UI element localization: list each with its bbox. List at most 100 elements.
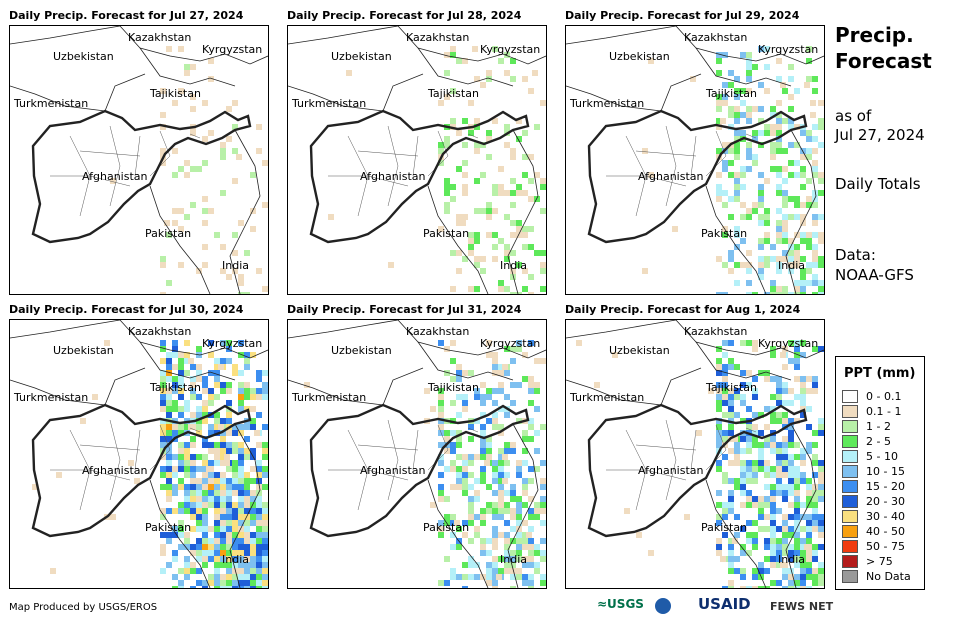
precip-cell: [262, 388, 268, 394]
precip-cell: [540, 484, 546, 490]
province-boundary: [50, 175, 131, 187]
precip-cell: [492, 352, 498, 358]
precip-cell: [172, 100, 178, 106]
precip-cell: [504, 538, 510, 544]
precip-cell: [166, 376, 172, 382]
precip-cell: [474, 76, 480, 82]
country-label-kazakhstan: Kazakhstan: [684, 325, 748, 338]
precip-cell: [746, 52, 752, 58]
precip-cell: [800, 400, 806, 406]
precip-cell: [722, 292, 728, 294]
precip-cell: [528, 586, 534, 588]
precip-cell: [184, 370, 190, 376]
precip-cell: [196, 364, 202, 370]
precip-cell: [444, 496, 450, 502]
precip-cell: [438, 226, 444, 232]
precip-cell: [770, 256, 776, 262]
country-border: [382, 73, 424, 112]
precip-cell: [438, 532, 444, 538]
precip-cell: [474, 232, 480, 238]
precip-cell: [532, 70, 538, 76]
precip-cell: [800, 274, 806, 280]
precip-cell: [504, 70, 510, 76]
precip-cell: [196, 370, 202, 376]
precip-cell: [534, 388, 540, 394]
precip-cell: [184, 538, 190, 544]
precip-cell: [468, 232, 474, 238]
country-border: [660, 367, 702, 406]
precip-cell: [782, 550, 788, 556]
precip-cell: [462, 532, 468, 538]
precip-cell: [438, 424, 444, 430]
precip-cell: [172, 406, 178, 412]
precip-cell: [770, 124, 776, 130]
precip-cell: [492, 568, 498, 574]
legend-item: 1 - 2: [842, 419, 891, 433]
precip-cell: [502, 478, 508, 484]
precip-cell: [444, 94, 450, 100]
precip-cell: [752, 412, 758, 418]
precip-cell: [794, 292, 800, 294]
precip-cell: [238, 340, 244, 346]
legend-item: No Data: [842, 569, 911, 583]
afghanistan-border: [309, 109, 530, 244]
precip-cell: [196, 526, 202, 532]
precip-cell: [782, 388, 788, 394]
precip-cell: [540, 358, 546, 364]
precip-cell: [238, 496, 244, 502]
country-label-pakistan: Pakistan: [145, 521, 192, 534]
country-border: [507, 129, 539, 294]
precip-cell: [818, 172, 824, 178]
precip-cell: [232, 586, 238, 588]
precip-cell: [262, 520, 268, 526]
precip-cell: [818, 256, 824, 262]
precip-cell: [474, 394, 480, 400]
precip-cell: [794, 376, 800, 382]
precip-cell: [746, 532, 752, 538]
precip-cell: [214, 556, 220, 562]
precip-cell: [776, 376, 782, 382]
legend-item: 20 - 30: [842, 494, 905, 508]
precip-cell: [184, 502, 190, 508]
precip-cell: [740, 526, 746, 532]
precip-cell: [214, 424, 220, 430]
precip-cell: [232, 472, 238, 478]
precip-cell: [498, 478, 504, 484]
precip-cell: [172, 220, 178, 226]
precip-cell: [468, 460, 474, 466]
precip-cell: [462, 256, 468, 262]
precip-cell: [438, 472, 444, 478]
province-boundary: [745, 133, 757, 139]
precip-cell: [818, 526, 824, 532]
country-border: [229, 129, 261, 294]
precip-cell: [468, 496, 474, 502]
precip-cell: [438, 490, 444, 496]
precip-cell: [516, 226, 522, 232]
country-label-kyrgyzstan: Kyrgyzstan: [758, 337, 819, 350]
precip-cell: [474, 148, 480, 154]
precip-cell: [232, 526, 238, 532]
precip-cell: [746, 538, 752, 544]
precip-cell: [782, 346, 788, 352]
precip-cell: [782, 412, 788, 418]
country-label-pakistan: Pakistan: [423, 227, 470, 240]
precip-cell: [776, 226, 782, 232]
precip-cell: [244, 544, 250, 550]
precip-cell: [534, 250, 540, 256]
precip-cell: [232, 430, 238, 436]
precip-cell: [244, 526, 250, 532]
forecast-map: Kazakhstan Kyrgyzstan Uzbekistan Tajikistan…: [287, 25, 547, 295]
precip-cell: [806, 586, 812, 588]
precip-cell: [498, 58, 504, 64]
precip-cell: [764, 292, 770, 294]
precip-cell: [208, 502, 214, 508]
precip-cell: [160, 436, 166, 442]
precip-cell: [788, 532, 794, 538]
precip-cell: [196, 544, 202, 550]
precip-cell: [540, 268, 546, 274]
precip-cell: [498, 556, 504, 562]
precip-cell: [184, 160, 190, 166]
precip-cell: [806, 442, 812, 448]
precip-cell: [740, 166, 746, 172]
precip-cell: [450, 448, 456, 454]
